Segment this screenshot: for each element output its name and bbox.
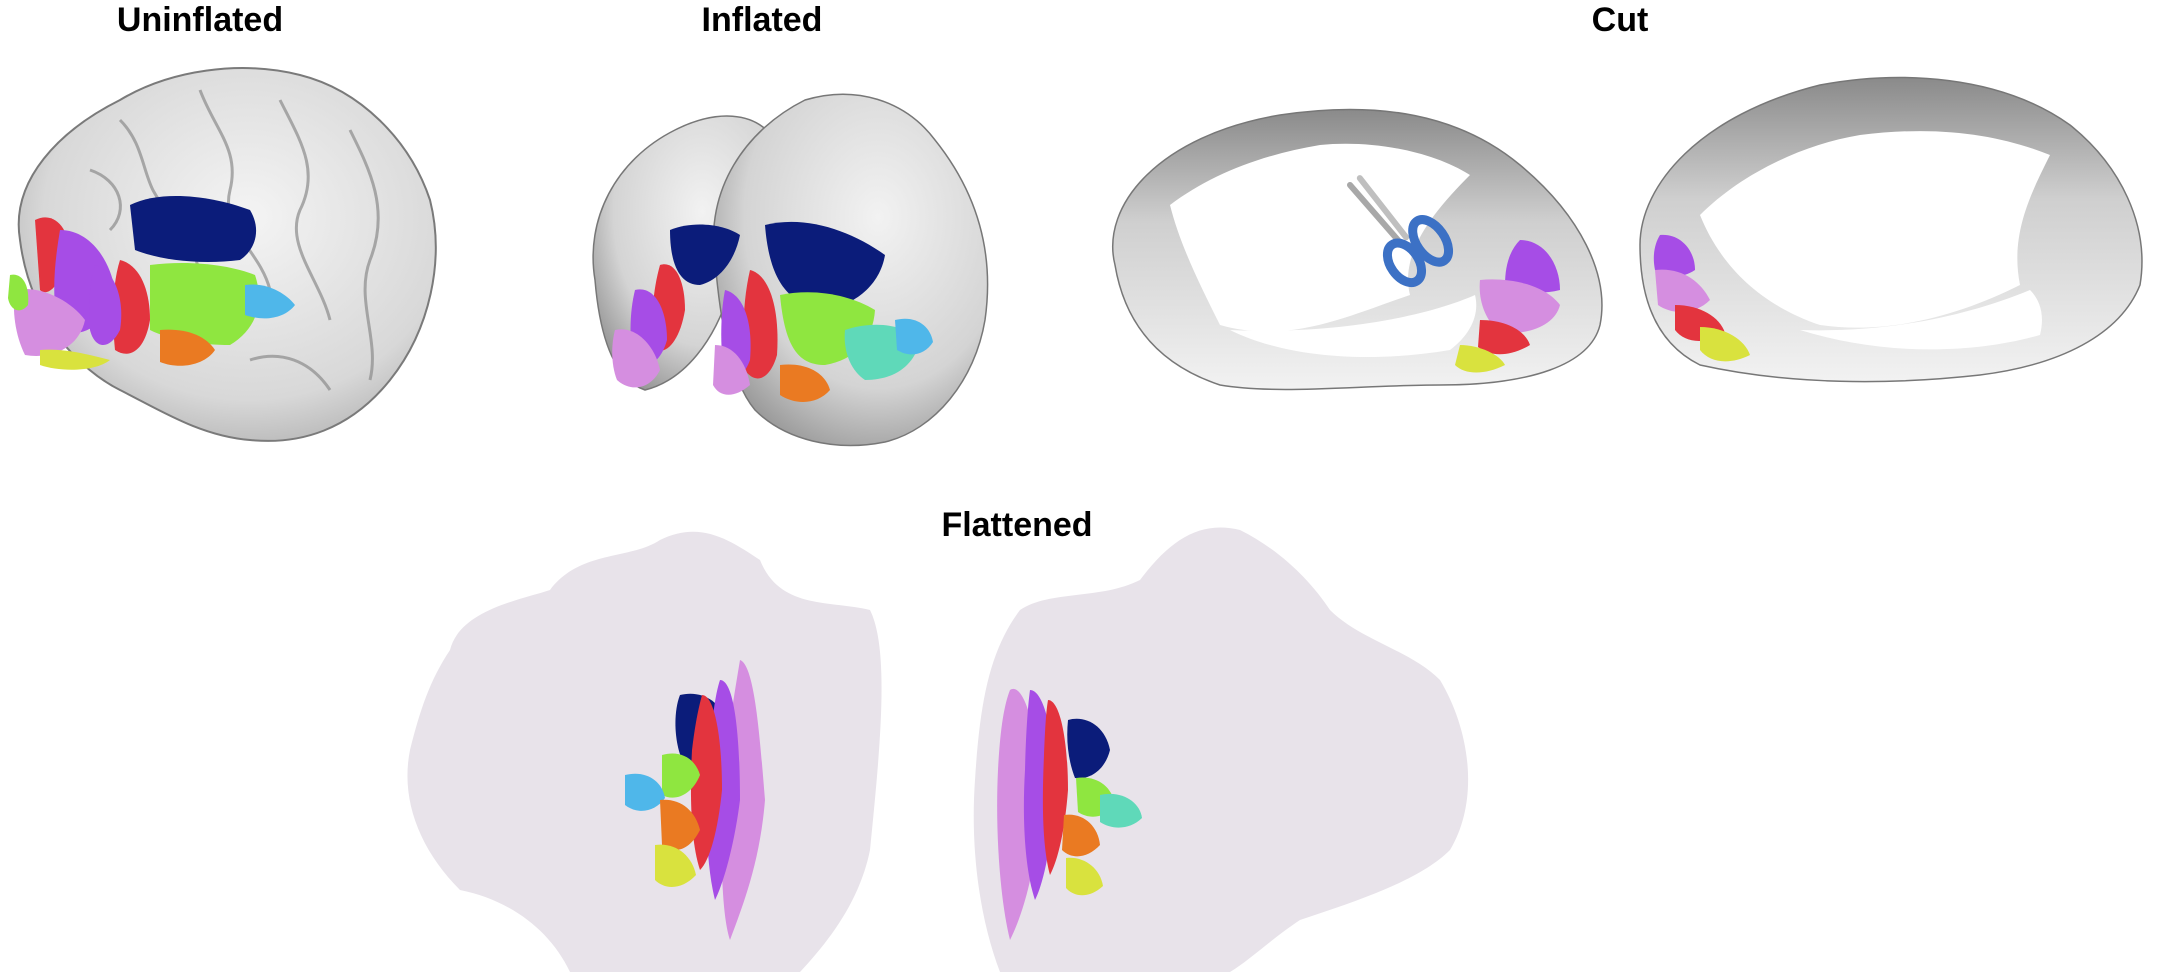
cut-left-hole xyxy=(1170,143,1470,332)
region-yellow xyxy=(655,844,696,887)
region-light-purple xyxy=(1479,279,1560,334)
region-orange xyxy=(780,364,830,402)
region-violet-2 xyxy=(1653,234,1695,277)
region-violet-2 xyxy=(89,265,122,345)
region-orange-2 xyxy=(1062,814,1100,857)
region-red xyxy=(1478,320,1530,355)
region-green xyxy=(662,753,700,798)
region-yellow xyxy=(40,349,110,370)
region-sky-blue xyxy=(895,318,933,355)
region-yellow-2 xyxy=(1066,857,1103,896)
region-light-purple-2 xyxy=(713,345,750,395)
inflated-title: Inflated xyxy=(701,1,823,39)
cut-title: Cut xyxy=(1591,1,1649,39)
region-orange xyxy=(160,329,215,366)
region-violet xyxy=(1505,240,1560,293)
scissors-icon xyxy=(1347,175,1454,288)
inflated-brain xyxy=(592,93,989,447)
region-green xyxy=(150,263,259,345)
region-light-purple xyxy=(612,329,660,388)
region-yellow xyxy=(1455,345,1505,373)
region-navy xyxy=(130,195,257,262)
flatmap-left-hemisphere xyxy=(407,531,882,972)
region-teal xyxy=(1100,793,1142,828)
uninflated-title: Uninflated xyxy=(116,1,284,39)
region-yellow-2 xyxy=(1700,327,1750,362)
flatmap-right-hemisphere xyxy=(973,527,1469,972)
region-red-2 xyxy=(113,260,150,354)
region-red-2 xyxy=(1042,700,1068,875)
flattened-map xyxy=(407,527,1469,972)
region-sky-blue xyxy=(245,284,295,319)
region-green-2 xyxy=(8,274,29,311)
region-orange xyxy=(660,799,700,850)
region-navy-2 xyxy=(765,221,885,310)
region-light-purple-2 xyxy=(1655,269,1710,312)
region-red-2 xyxy=(743,270,778,379)
region-navy xyxy=(670,224,740,285)
region-sky-blue xyxy=(625,773,665,811)
region-light-purple xyxy=(13,289,85,356)
uninflated-brain xyxy=(8,67,437,442)
cut-right-hole xyxy=(1700,131,2050,328)
flattened-title: Flattened xyxy=(941,506,1093,544)
cut-surfaces xyxy=(1112,76,2143,391)
region-navy-2 xyxy=(1067,718,1110,779)
